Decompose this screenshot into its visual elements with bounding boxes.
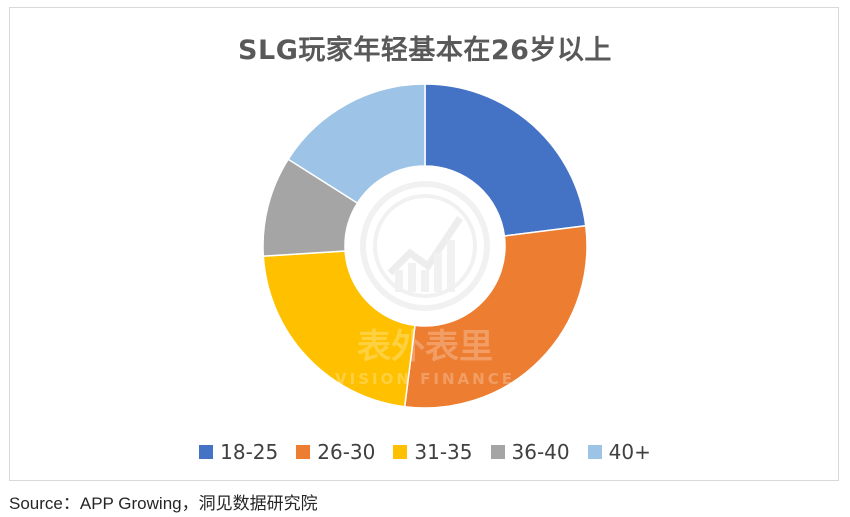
- watermark-text-cn: 表外表里: [357, 327, 493, 367]
- chart-frame: SLG玩家年轻基本在26岁以上 表外表里 VISION FINANCE 18-2…: [9, 7, 839, 481]
- slice-31-35: [262, 250, 416, 408]
- legend-item-31-35: 31-35: [393, 440, 473, 464]
- chart-title: SLG玩家年轻基本在26岁以上: [238, 35, 612, 66]
- legend-swatch: [490, 445, 505, 459]
- legend-swatch: [199, 445, 214, 459]
- legend-item-36-40: 36-40: [490, 440, 570, 464]
- watermark-text-en: VISION FINANCE: [335, 370, 515, 388]
- slice-40+: [287, 83, 426, 205]
- legend-label: 31-35: [414, 440, 473, 464]
- legend-label: 26-30: [317, 440, 376, 464]
- donut-slices: [262, 83, 588, 409]
- legend-item-40+: 40+: [587, 440, 651, 464]
- legend-swatch: [587, 445, 602, 459]
- legend-label: 36-40: [511, 440, 570, 464]
- slice-18-25: [424, 83, 587, 237]
- donut-chart: 表外表里 VISION FINANCE: [262, 83, 588, 409]
- slice-26-30: [403, 224, 588, 409]
- legend-swatch: [393, 445, 408, 459]
- legend-label: 40+: [608, 440, 651, 464]
- watermark-logo: 表外表里 VISION FINANCE: [335, 181, 515, 388]
- legend-swatch: [296, 445, 311, 459]
- chart-legend: 18-25 26-30 31-35 36-40 40+: [10, 440, 840, 464]
- legend-item-26-30: 26-30: [296, 440, 375, 464]
- legend-item-18-25: 18-25: [199, 440, 278, 464]
- legend-label: 18-25: [220, 440, 279, 464]
- source-note: Source：APP Growing，洞见数据研究院: [9, 494, 318, 513]
